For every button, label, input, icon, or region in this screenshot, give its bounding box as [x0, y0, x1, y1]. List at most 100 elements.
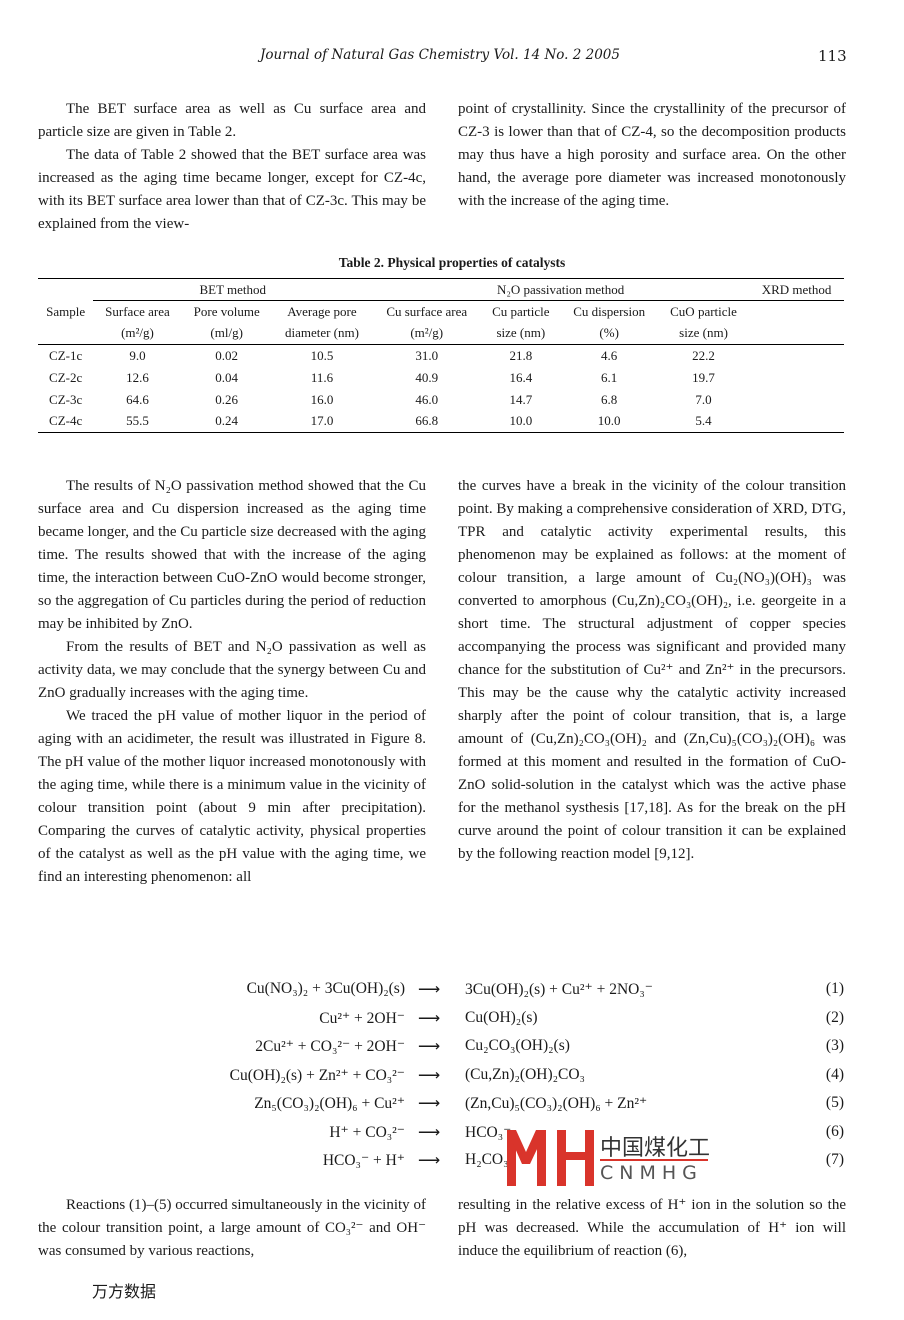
column-unit: size (nm): [496, 325, 546, 341]
column-header: Cu dispersion: [573, 303, 646, 319]
mid-right-column: the curves have a break in the vicinity …: [458, 475, 846, 866]
equation-lhs: Cu(OH)₂(s) + Zn²⁺ + CO₃²⁻: [229, 1066, 405, 1084]
arrow-icon: ⟶: [418, 981, 441, 998]
paragraph: the curves have a break in the vicinity …: [458, 478, 846, 862]
equation-rhs: Cu₂CO₃(OH)₂(s): [465, 1037, 570, 1054]
equation: 2Cu²⁺ + CO₃²⁻ + 2OH⁻ ⟶ Cu₂CO₃(OH)₂(s) (3): [150, 1037, 850, 1066]
watermark-en: CNMHG: [600, 1162, 703, 1184]
equation-number: (3): [825, 1037, 844, 1054]
paragraph: The data of Table 2 showed that the BET …: [38, 147, 426, 232]
equation-number: (4): [825, 1065, 844, 1083]
value-cell: 11.6: [310, 369, 334, 385]
column-header: Cu surface area: [386, 303, 468, 319]
value-cell: 0.04: [215, 369, 239, 385]
equation-lhs: HCO₃⁻ + H⁺: [322, 1152, 405, 1169]
column-unit: (m²/g): [410, 325, 444, 341]
equation-rhs: (Cu,Zn)₂(OH)₂CO₃: [465, 1065, 585, 1083]
equation-rhs: (Zn,Cu)₅(CO₃)₂(OH)₆ + Zn²⁺: [465, 1095, 648, 1112]
table-row: CZ-3c 64.6 0.26 16.0 46.0 14.7 6.8 7.0: [38, 389, 844, 411]
arrow-icon: ⟶: [418, 1038, 441, 1055]
equation-lhs: Cu²⁺ + 2OH⁻: [319, 1009, 405, 1027]
table-row: CZ-2c 12.6 0.04 11.6 40.9 16.4 6.1 19.7: [38, 367, 844, 389]
sample-cell: CZ-3c: [49, 391, 83, 407]
paragraph: point of crystallinity. Since the crysta…: [458, 101, 846, 209]
value-cell: 19.7: [692, 369, 715, 385]
value-cell: 31.0: [415, 347, 439, 363]
group-header: BET method: [93, 278, 373, 301]
equation: Cu(NO₃)₂ + 3Cu(OH)₂(s) ⟶ 3Cu(OH)₂(s) + Cu²…: [150, 980, 850, 1009]
value-cell: 64.6: [126, 391, 149, 407]
equation: HCO₃⁻ + H⁺ ⟶ H₂CO₃ (7): [150, 1151, 850, 1180]
value-cell: 16.4: [509, 369, 533, 385]
value-cell: 10.0: [509, 413, 533, 429]
watermark-cn: 中国煤化工: [600, 1136, 711, 1161]
bottom-left-column: Reactions (1)–(5) occurred simultaneousl…: [38, 1194, 426, 1263]
value-cell: 4.6: [601, 347, 618, 363]
journal-title: Journal of Natural Gas Chemistry Vol. 14…: [260, 47, 620, 63]
column-unit: size (nm): [679, 325, 728, 341]
value-cell: 40.9: [415, 369, 439, 385]
equation: Cu²⁺ + 2OH⁻ ⟶ Cu(OH)₂(s) (2): [150, 1009, 850, 1038]
sample-cell: CZ-2c: [49, 369, 83, 385]
equation: Zn₅(CO₃)₂(OH)₆ + Cu²⁺ ⟶ (Zn,Cu)₅(CO₃)₂(OH)…: [150, 1094, 850, 1123]
arrow-icon: ⟶: [418, 1152, 441, 1169]
value-cell: 6.8: [601, 391, 618, 407]
column-header: Cu particle: [492, 303, 550, 319]
equation-number: (7): [825, 1151, 844, 1168]
reaction-equations: Cu(NO₃)₂ + 3Cu(OH)₂(s) ⟶ 3Cu(OH)₂(s) + Cu²…: [150, 980, 850, 1180]
arrow-icon: ⟶: [418, 1066, 441, 1084]
value-cell: 0.26: [215, 391, 239, 407]
top-left-column: The BET surface area as well as Cu surfa…: [38, 98, 426, 236]
bottom-right-column: resulting in the relative excess of H⁺ i…: [458, 1194, 846, 1263]
value-cell: 0.02: [215, 347, 239, 363]
top-right-column: point of crystallinity. Since the crysta…: [458, 98, 846, 213]
sample-cell: CZ-1c: [49, 347, 83, 363]
value-cell: 21.8: [509, 347, 533, 363]
watermark-divider: [600, 1159, 708, 1161]
equation: H⁺ + CO₃²⁻ ⟶ HCO₃⁻ (6): [150, 1123, 850, 1152]
equation: Cu(OH)₂(s) + Zn²⁺ + CO₃²⁻ ⟶ (Cu,Zn)₂(OH)₂C…: [150, 1066, 850, 1095]
value-cell: 10.5: [310, 347, 334, 363]
column-header: CuO particle: [670, 303, 737, 319]
value-cell: 5.4: [695, 413, 712, 429]
watermark-logo: 中国煤化工 CNMHG: [505, 1128, 715, 1188]
value-cell: 22.2: [692, 347, 715, 363]
column-unit: (ml/g): [210, 325, 243, 341]
column-header: Pore volume: [193, 303, 260, 319]
value-cell: 17.0: [310, 413, 334, 429]
equation-number: (2): [825, 1008, 844, 1026]
paragraph: We traced the pH value of mother liquor …: [38, 708, 426, 885]
value-cell: 6.1: [601, 369, 618, 385]
equation-number: (1): [825, 980, 844, 997]
value-cell: 66.8: [415, 413, 439, 429]
group-header: N₂O passivation method: [372, 278, 750, 301]
equation-lhs: Cu(NO₃)₂ + 3Cu(OH)₂(s): [246, 980, 405, 997]
properties-table: Sample BET method N₂O passivation method…: [38, 278, 844, 433]
column-unit: (%): [599, 325, 619, 341]
value-cell: 0.24: [215, 413, 239, 429]
paragraph: Reactions (1)–(5) occurred simultaneousl…: [38, 1197, 426, 1259]
paragraph: From the results of BET and N₂O passivat…: [38, 639, 426, 701]
value-cell: 9.0: [129, 347, 146, 363]
column-header: Average pore: [287, 303, 357, 319]
equation-lhs: Zn₅(CO₃)₂(OH)₆ + Cu²⁺: [254, 1095, 405, 1112]
table-row: CZ-4c 55.5 0.24 17.0 66.8 10.0 10.0 5.4: [38, 411, 844, 433]
table-caption: Table 2. Physical properties of catalyst…: [338, 255, 566, 270]
page-number: 113: [818, 47, 847, 65]
paragraph: resulting in the relative excess of H⁺ i…: [458, 1197, 846, 1259]
value-cell: 7.0: [695, 391, 712, 407]
equation-rhs: 3Cu(OH)₂(s) + Cu²⁺ + 2NO₃⁻: [465, 981, 653, 998]
equation-lhs: 2Cu²⁺ + CO₃²⁻ + 2OH⁻: [255, 1038, 405, 1055]
column-header: Surface area: [105, 303, 170, 319]
value-cell: 55.5: [126, 413, 149, 429]
sample-header: Sample: [38, 278, 94, 345]
equation-number: (6): [825, 1122, 844, 1140]
paragraph: The results of N₂O passivation method sh…: [38, 478, 426, 632]
column-unit: (m²/g): [121, 325, 154, 341]
group-header: XRD method: [749, 278, 844, 301]
table-row: CZ-1c 9.0 0.02 10.5 31.0 21.8 4.6 22.2: [38, 345, 844, 367]
equation-rhs: HCO₃⁻: [465, 1123, 512, 1141]
value-cell: 16.0: [310, 391, 334, 407]
footer-source: 万方数据: [92, 1282, 157, 1301]
sample-cell: CZ-4c: [49, 413, 83, 429]
